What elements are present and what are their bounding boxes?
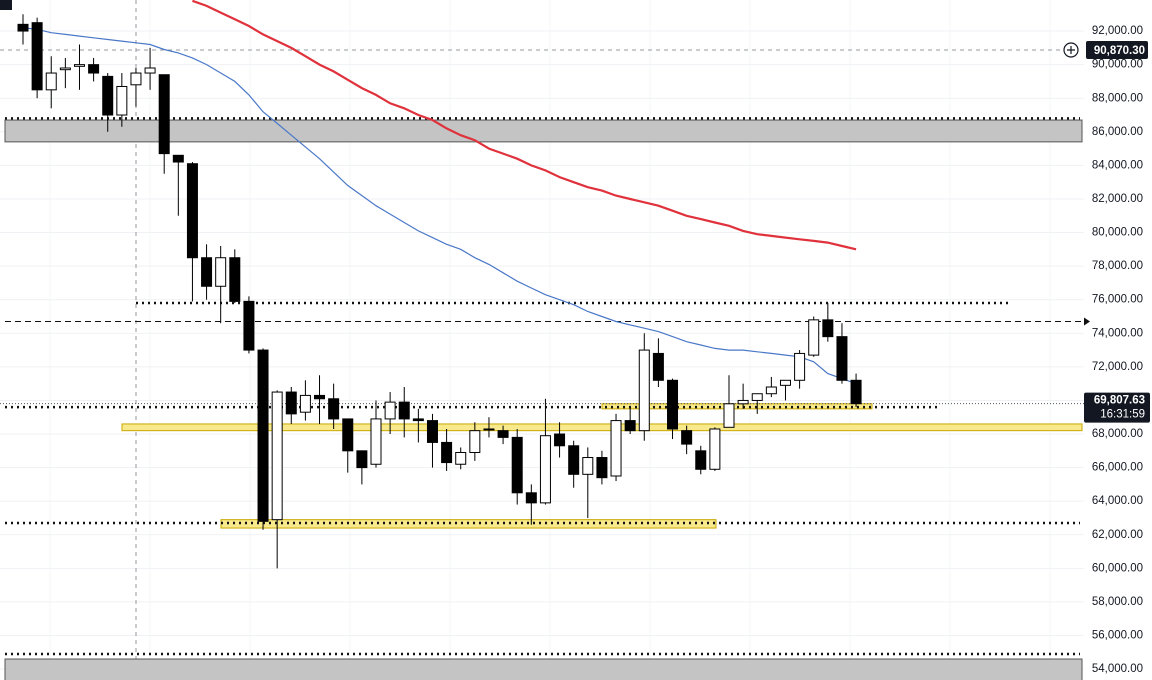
- y-tick-label: 68,000.00: [1092, 428, 1143, 440]
- candle-body: [737, 399, 749, 405]
- candle-body: [257, 349, 269, 522]
- candle-body: [17, 23, 29, 32]
- moving-averages: [22, 0, 857, 385]
- candle-body: [31, 22, 43, 91]
- candle-body: [102, 75, 114, 116]
- y-tick-label: 78,000.00: [1092, 260, 1143, 272]
- candle-body: [158, 74, 170, 155]
- candle-body: [779, 379, 791, 386]
- y-tick-label: 66,000.00: [1092, 462, 1143, 474]
- y-tick-label: 84,000.00: [1092, 159, 1143, 171]
- candle-body: [765, 386, 777, 395]
- candle-body: [299, 394, 311, 413]
- candle-body: [441, 441, 453, 464]
- candle-body: [483, 428, 495, 431]
- crosshair-label-box: [1086, 41, 1148, 60]
- y-tick-label: 58,000.00: [1092, 596, 1143, 608]
- last-price-label: 69,807.63: [1094, 395, 1145, 407]
- candle-body: [314, 394, 326, 400]
- y-tick-label: 56,000.00: [1092, 630, 1143, 642]
- crosshair-plus-sign: [1067, 46, 1075, 55]
- y-tick-label: 64,000.00: [1092, 495, 1143, 507]
- candle-body: [568, 445, 580, 475]
- candle-body: [426, 420, 438, 443]
- y-tick-label: 76,000.00: [1092, 294, 1143, 306]
- levels: [0, 49, 1090, 656]
- zone: [4, 119, 1083, 143]
- candle-body: [201, 257, 213, 287]
- moving-average: [22, 27, 857, 385]
- candle-body: [356, 450, 368, 469]
- candle-body: [271, 391, 283, 521]
- candle-body: [681, 430, 693, 445]
- candle-body: [412, 418, 424, 422]
- candle-body: [822, 319, 834, 338]
- candle-body: [455, 451, 467, 465]
- candle-body: [652, 352, 664, 381]
- y-tick-label: 92,000.00: [1092, 25, 1143, 37]
- candle-body: [229, 257, 241, 302]
- candle-body: [836, 336, 848, 381]
- zone: [4, 658, 1083, 680]
- candle-body: [243, 300, 255, 351]
- candle-body: [384, 401, 396, 420]
- y-tick-label: 88,000.00: [1092, 92, 1143, 104]
- candle-body: [539, 435, 551, 504]
- candle-body: [144, 67, 156, 74]
- candle-body: [511, 436, 523, 494]
- candle-body: [723, 403, 735, 428]
- candle-body: [582, 457, 594, 475]
- candle-body: [116, 85, 128, 116]
- crosshair-label: 90,870.30: [1094, 45, 1145, 57]
- candle-body: [624, 420, 636, 432]
- candle-body: [554, 433, 566, 447]
- candle-body: [328, 398, 340, 420]
- y-tick-label: 80,000.00: [1092, 227, 1143, 239]
- y-tick-label: 60,000.00: [1092, 562, 1143, 574]
- y-tick-label: 54,000.00: [1092, 663, 1143, 675]
- candle-body: [45, 72, 57, 91]
- candle-body: [667, 379, 679, 430]
- countdown-label: 16:31:59: [1100, 409, 1145, 421]
- y-tick-label: 72,000.00: [1092, 361, 1143, 373]
- candle-body: [751, 393, 763, 401]
- moving-average: [192, 0, 857, 251]
- candle-body: [370, 418, 382, 465]
- y-tick-label: 74,000.00: [1092, 327, 1143, 339]
- candle-body: [638, 349, 650, 432]
- candle-body: [525, 492, 537, 504]
- y-tick-label: 86,000.00: [1092, 126, 1143, 138]
- candle-body: [172, 154, 184, 163]
- candle-body: [469, 430, 481, 453]
- zone: [121, 423, 1083, 432]
- candle-body: [709, 428, 721, 470]
- candles: [17, 14, 862, 569]
- candle-body: [794, 352, 806, 381]
- candle-body: [398, 401, 410, 420]
- grid: [0, 0, 1084, 680]
- candle-body: [59, 67, 71, 71]
- candle-body: [285, 391, 297, 415]
- candle-body: [497, 430, 509, 438]
- candle-body: [342, 418, 354, 452]
- corner-icon: [0, 0, 12, 10]
- candle-body: [808, 319, 820, 356]
- candle-body: [215, 257, 227, 287]
- candle-body: [88, 64, 100, 74]
- candle-body: [850, 379, 862, 405]
- candle-body: [695, 450, 707, 470]
- last-price-box: [1084, 392, 1150, 423]
- level-arrow: [1084, 317, 1090, 326]
- y-tick-label: 62,000.00: [1092, 529, 1143, 541]
- candle-body: [130, 72, 142, 86]
- y-tick-label: 82,000.00: [1092, 193, 1143, 205]
- candle-body: [610, 420, 622, 477]
- candle-body: [186, 163, 198, 259]
- candle-body: [73, 64, 85, 67]
- y-tick-label: 90,000.00: [1092, 59, 1143, 71]
- candle-body: [596, 457, 608, 479]
